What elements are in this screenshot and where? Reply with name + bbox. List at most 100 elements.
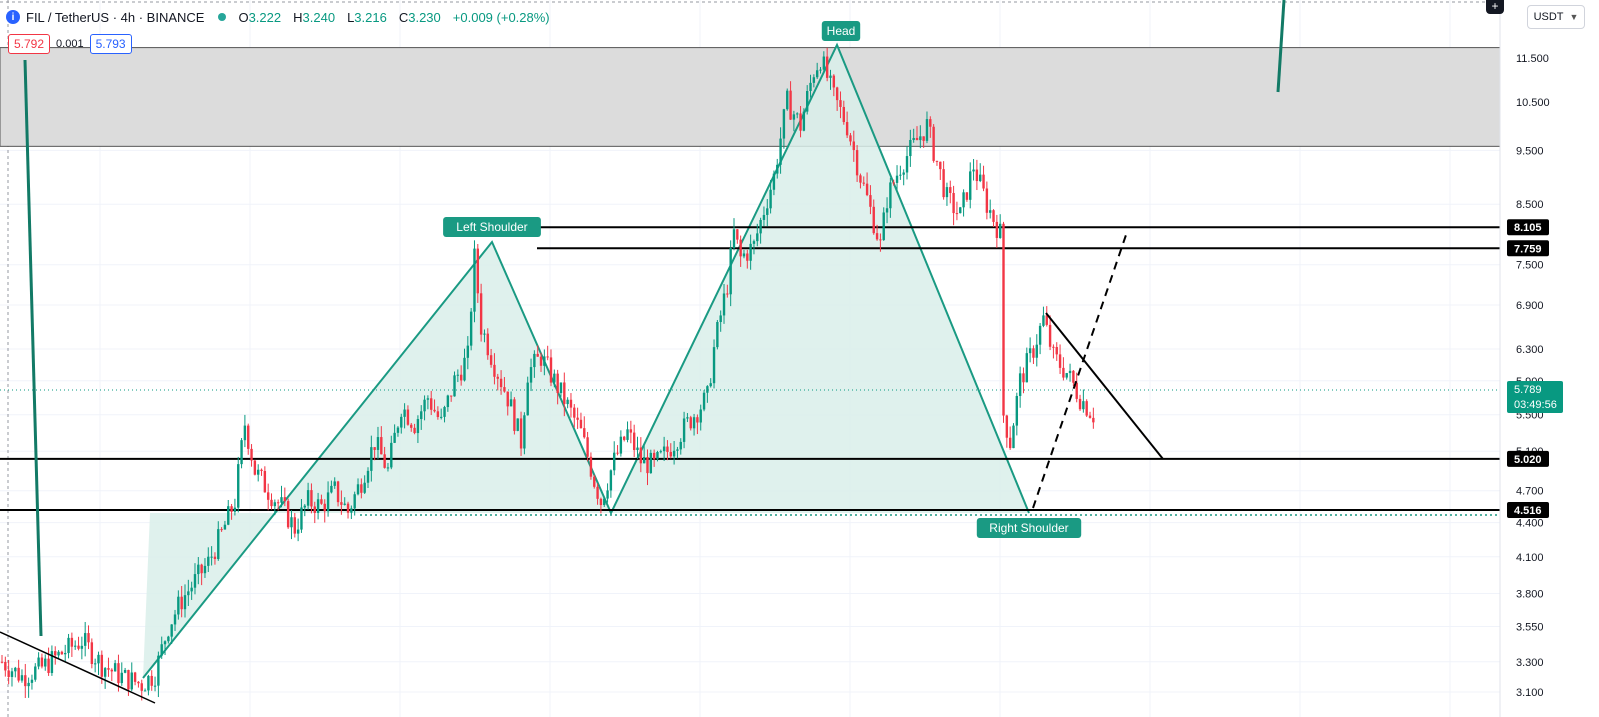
candle-body <box>759 219 762 234</box>
candle-body <box>895 175 899 183</box>
candle-body <box>453 375 456 397</box>
candle-body <box>799 113 802 131</box>
symbol-title[interactable]: FIL / TetherUS · 4h · BINANCE <box>26 9 205 25</box>
candle-body <box>972 169 975 172</box>
candle-body <box>113 663 117 672</box>
candle-body <box>456 374 460 376</box>
candle-body <box>593 476 596 487</box>
candle-body <box>915 137 919 141</box>
candle-body <box>4 661 7 671</box>
candle-body <box>989 210 992 213</box>
candle-body <box>336 481 340 503</box>
candle-body <box>912 137 915 140</box>
candle-body <box>27 682 30 687</box>
price-axis[interactable]: 3.1003.3003.5503.8004.1004.4004.7005.100… <box>1499 0 1563 717</box>
pattern-labels: Left Shoulder Head Right Shoulder <box>443 21 1082 538</box>
candle-body <box>506 391 509 407</box>
candle-body <box>1048 324 1052 347</box>
candle-body <box>619 436 623 454</box>
candle-body <box>955 213 959 215</box>
candle-body <box>889 182 892 209</box>
candle-body <box>217 529 220 559</box>
candle-body <box>296 529 300 534</box>
candle-body <box>639 447 643 464</box>
candle-body <box>449 395 453 397</box>
candle-body <box>789 90 792 120</box>
candle-body <box>180 596 183 610</box>
candle-body <box>353 494 356 509</box>
candle-body <box>1002 223 1005 416</box>
candle-body <box>70 637 74 647</box>
candle-body <box>47 658 50 674</box>
candle-body <box>300 507 303 530</box>
candle-body <box>34 666 37 680</box>
candle-body <box>523 415 526 449</box>
candle-body <box>726 293 729 295</box>
candle-body <box>692 417 696 429</box>
axis-tick-label: 4.700 <box>1516 486 1544 498</box>
candle-body <box>736 229 739 240</box>
candle-body <box>669 451 672 457</box>
axis-tick-label: 3.300 <box>1516 657 1544 669</box>
axis-tick-label: 10.500 <box>1516 97 1550 109</box>
candle-body <box>183 595 187 610</box>
candle-body <box>549 357 553 383</box>
trend-lines <box>0 0 1286 704</box>
candle-body <box>220 529 223 531</box>
candle-body <box>902 172 905 175</box>
candle-body <box>752 241 756 244</box>
candle-body <box>1012 425 1015 449</box>
candle-body <box>772 173 776 190</box>
vertical-marker-line <box>23 59 43 637</box>
candle-body <box>939 161 942 170</box>
symbol-legend: i FIL / TetherUS · 4h · BINANCE O3.222 H… <box>6 6 556 28</box>
candle-body <box>366 470 370 483</box>
candle-body <box>233 507 237 512</box>
candle-body <box>869 195 872 207</box>
ohlc-close: C3.230 <box>398 9 441 25</box>
candle-body <box>253 460 257 475</box>
candle-body <box>573 407 576 418</box>
candle-body <box>676 449 679 451</box>
candle-body <box>1005 415 1009 438</box>
candle-body <box>290 517 293 528</box>
candle-body <box>270 499 273 507</box>
candle-body <box>187 591 190 596</box>
candle-body <box>925 119 929 141</box>
candle-body <box>892 182 895 184</box>
candle-body <box>383 454 386 468</box>
candle-body <box>742 253 746 257</box>
candle-body <box>260 469 263 471</box>
currency-select[interactable]: USDT ▼ <box>1527 5 1585 29</box>
candle-body <box>935 160 939 162</box>
info-circle-icon[interactable]: i <box>6 10 20 24</box>
candle-body <box>1085 401 1088 416</box>
candle-body <box>969 171 972 200</box>
buy-button[interactable]: 5.793 <box>89 34 132 54</box>
level-price-tag-bg <box>1507 240 1549 257</box>
candle-body <box>350 508 353 513</box>
add-icon[interactable]: + <box>1486 0 1504 14</box>
projected-breakout-line <box>1032 231 1128 509</box>
candle-body <box>213 556 217 559</box>
candle-body <box>649 452 653 474</box>
candle-body <box>167 636 170 642</box>
level-price-tag: 5.020 <box>1514 454 1542 466</box>
candle-body <box>50 651 54 674</box>
candle-body <box>103 668 107 677</box>
candle-body <box>493 364 496 377</box>
level-price-tag: 8.105 <box>1514 222 1542 234</box>
candle-body <box>410 424 413 428</box>
candle-body <box>686 417 689 419</box>
sell-button[interactable]: 5.792 <box>8 34 51 54</box>
candle-body <box>859 175 862 183</box>
candle-body <box>320 499 323 504</box>
candle-body <box>945 187 949 198</box>
chevron-down-icon: ▼ <box>1569 12 1579 22</box>
candle-body <box>276 502 280 504</box>
candle-body <box>583 428 586 438</box>
candle-body <box>14 667 17 672</box>
candle-body <box>97 654 100 664</box>
candle-body <box>829 75 832 78</box>
